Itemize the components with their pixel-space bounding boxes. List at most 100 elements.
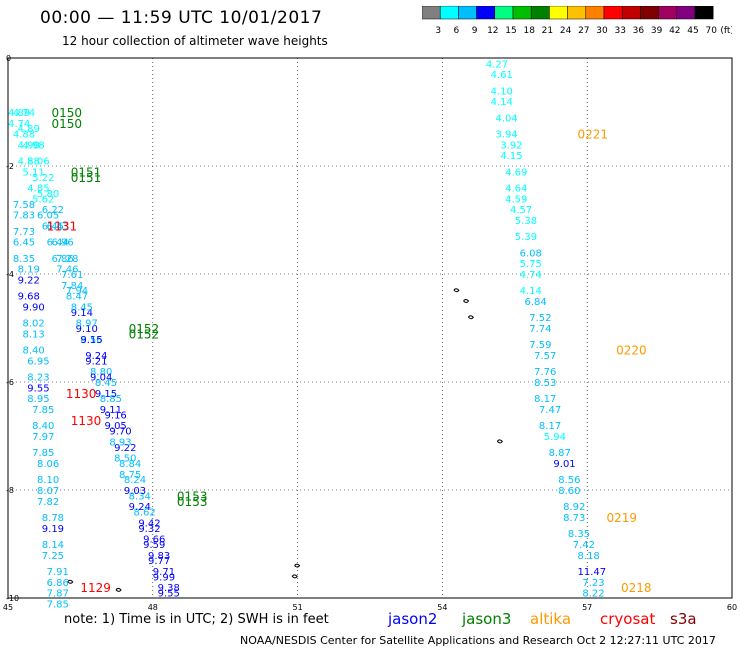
swh-value-jason2: 7.94 [66, 286, 88, 297]
swh-value-jason3: 9.22 [114, 443, 136, 454]
swh-value-jason3: 5.11 [22, 167, 44, 178]
swh-value-altika: 8.56 [558, 475, 580, 486]
swh-value-jason3: 9.70 [109, 427, 131, 438]
island-outline [467, 315, 475, 320]
swh-value-altika: 8.87 [549, 448, 571, 459]
pass-time-label: 0219 [607, 511, 638, 525]
colorbar-label: 30 [596, 26, 608, 36]
colorbar-label: 33 [614, 26, 625, 36]
swh-value-altika: 8.60 [558, 486, 580, 497]
swh-value-cryosat: 7.82 [37, 497, 59, 508]
swh-value-jason3: 8.24 [124, 475, 146, 486]
swh-value-altika: 4.69 [505, 167, 527, 178]
x-tick-label: 51 [293, 603, 303, 612]
pass-time-label: 0150 [51, 117, 82, 131]
swh-value-altika: 8.17 [539, 421, 561, 432]
swh-value-cryosat: 8.10 [37, 475, 59, 486]
swh-value-jason3: 9.77 [148, 556, 170, 567]
swh-value-cryosat: 8.07 [37, 486, 59, 497]
legend-altika: altika [530, 610, 572, 628]
swh-value-altika: 8.22 [582, 589, 604, 600]
swh-value-jason2: 4.89 [18, 124, 40, 135]
swh-value-cryosat: 8.14 [42, 540, 64, 551]
swh-value-jason3: 9.16 [105, 410, 127, 421]
x-tick-label: 54 [437, 603, 447, 612]
colorbar-label: 45 [687, 26, 698, 36]
pass-time-label: 0218 [621, 581, 652, 595]
swh-value-cryosat: 7.25 [42, 551, 64, 562]
swh-value-jason2: 9.71 [153, 567, 175, 578]
swh-value-cryosat: 7.83 [13, 211, 35, 222]
y-tick-label: -4 [6, 270, 14, 279]
swh-value-jason3: 6.05 [37, 211, 59, 222]
swh-value-cryosat: 7.58 [13, 200, 35, 211]
colorbar-label: 15 [505, 26, 516, 36]
pass-time-label: 0221 [578, 128, 609, 142]
x-tick-label: 57 [582, 603, 592, 612]
swh-value-cryosat: 8.35 [13, 254, 35, 265]
swh-value-altika: 8.18 [578, 551, 600, 562]
swh-value-jason2: 8.50 [114, 454, 136, 465]
swh-value-jason2: 9.24 [129, 502, 151, 513]
swh-value-altika: 5.75 [520, 259, 542, 270]
x-tick-label: 60 [727, 603, 737, 612]
swh-value-jason2: 9.05 [105, 421, 127, 432]
pass-time-label: 1131 [47, 219, 78, 233]
swh-value-jason3: 9.99 [153, 572, 175, 583]
swh-value-jason3: 6.45 [42, 221, 64, 232]
pass-time-label: 0152 [129, 322, 160, 336]
swh-value-jason2: 9.04 [90, 373, 112, 384]
swh-value-cryosat: 8.13 [22, 329, 44, 340]
pass-time-label: 1130 [66, 387, 97, 401]
swh-value-jason2: 6.43 [47, 221, 69, 232]
colorbar-unit: (ft) [720, 26, 732, 36]
swh-value-cryosat: 7.85 [47, 599, 69, 610]
footer-credit: NOAA/NESDIS Center for Satellite Applica… [240, 634, 716, 647]
swh-value-jason2: 9.21 [85, 356, 107, 367]
swh-value-altika: 7.42 [573, 540, 595, 551]
swh-value-cryosat: 8.78 [42, 513, 64, 524]
swh-value-jason2: 8.97 [76, 319, 98, 330]
colorbar-label: 70 [705, 26, 717, 36]
swh-value-jason2: 9.15 [80, 335, 102, 346]
swh-value-jason3: 8.34 [129, 491, 151, 502]
swh-value-jason2: 9.15 [95, 389, 117, 400]
swh-value-altika: 5.39 [515, 232, 537, 243]
swh-value-altika: 7.76 [534, 367, 556, 378]
swh-value-jason2: 9.66 [143, 535, 165, 546]
swh-value-cryosat: 7.87 [47, 589, 69, 600]
swh-value-altika: 3.94 [495, 130, 517, 141]
swh-value-jason2: 7.61 [61, 270, 83, 281]
swh-value-cryosat: 9.22 [18, 275, 40, 286]
colorbar-label: 3 [435, 26, 441, 36]
swh-value-altika: 7.74 [529, 324, 551, 335]
swh-value-altika: 7.57 [534, 351, 556, 362]
island-outline [463, 299, 470, 303]
swh-value-altika: 7.23 [582, 578, 604, 589]
swh-value-jason3: 4.90 [18, 140, 40, 151]
chart-title: 00:00 — 11:59 UTC 10/01/2017 [40, 8, 323, 28]
swh-value-altika: 7.52 [529, 313, 551, 324]
swh-value-cryosat: 8.23 [27, 373, 49, 384]
swh-value-altika: 9.01 [553, 459, 575, 470]
swh-value-altika: 6.08 [520, 248, 542, 259]
swh-value-jason2: 7.28 [56, 254, 78, 265]
swh-value-cryosat: 6.95 [27, 356, 49, 367]
swh-value-jason3: 9.55 [158, 589, 180, 600]
swh-value-jason3: 9.10 [76, 324, 98, 335]
swh-value-jason3: 4.74 [8, 119, 30, 130]
swh-value-altika: 4.74 [520, 270, 542, 281]
swh-value-altika: 8.92 [563, 502, 585, 513]
swh-value-jason2: 8.45 [71, 302, 93, 313]
swh-value-altika: 4.14 [491, 97, 513, 108]
swh-value-cryosat: 8.06 [37, 459, 59, 470]
x-tick-label: 48 [148, 603, 158, 612]
pass-time-label: 0220 [616, 344, 647, 358]
swh-value-cryosat: 7.97 [32, 432, 54, 443]
swh-value-jason2: 9.03 [124, 486, 146, 497]
swh-value-altika: 4.14 [520, 286, 542, 297]
pass-time-label: 0153 [177, 489, 208, 503]
swh-value-cryosat: 9.55 [27, 383, 49, 394]
swh-value-jason2: 4.74 [13, 108, 35, 119]
